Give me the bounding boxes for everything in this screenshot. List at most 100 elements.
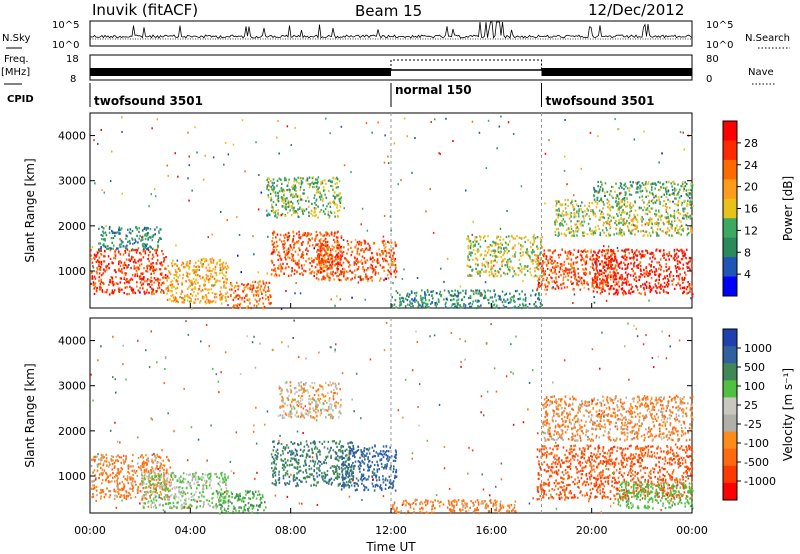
data-cell (498, 298, 500, 301)
data-cell (194, 286, 196, 289)
data-cell (143, 464, 145, 467)
data-cell (648, 199, 650, 202)
data-cell (112, 284, 115, 287)
data-cell (565, 270, 567, 273)
data-cell (520, 236, 522, 240)
data-cell (305, 235, 308, 238)
data-cell (526, 253, 529, 256)
data-cell (144, 486, 146, 489)
data-cell (325, 264, 327, 267)
data-cell (317, 269, 320, 272)
data-cell (481, 268, 483, 271)
data-cell (484, 254, 486, 257)
data-cell (680, 258, 683, 261)
data-cell (105, 478, 107, 481)
data-cell (650, 226, 653, 229)
data-cell (146, 288, 148, 291)
data-cell (467, 274, 470, 277)
data-cell (673, 209, 676, 212)
data-cell (555, 213, 558, 216)
data-cell (143, 471, 146, 474)
data-cell (610, 288, 612, 291)
data-cell (663, 275, 666, 278)
data-cell (493, 251, 496, 254)
data-cell (613, 267, 616, 270)
data-cell (91, 258, 93, 261)
data-cell (553, 280, 556, 283)
data-cell (198, 268, 201, 272)
data-cell (665, 208, 668, 211)
data-cell (212, 268, 215, 271)
data-cell (156, 464, 158, 468)
data-cell (206, 275, 208, 278)
data-cell (574, 223, 576, 226)
data-cell (638, 250, 640, 253)
data-cell (161, 467, 164, 470)
data-cell (496, 255, 499, 258)
data-cell (95, 489, 98, 492)
data-cell (399, 298, 401, 301)
data-cell (411, 171, 413, 174)
data-cell (674, 189, 676, 192)
data-cell (587, 209, 589, 212)
data-cell (599, 292, 602, 295)
data-cell (122, 264, 125, 267)
data-cell (319, 211, 321, 214)
data-cell (190, 292, 192, 296)
data-cell (618, 222, 620, 225)
data-cell (121, 192, 123, 195)
data-cell (318, 253, 321, 256)
data-cell (406, 292, 409, 295)
data-cell (271, 232, 274, 235)
data-cell (131, 480, 134, 483)
data-cell (372, 271, 374, 274)
data-cell (340, 279, 343, 282)
data-cell (99, 462, 102, 465)
data-cell (121, 487, 123, 490)
data-cell (300, 183, 303, 186)
data-cell (632, 263, 635, 266)
data-cell (316, 182, 319, 185)
data-cell (199, 300, 202, 303)
data-cell (640, 185, 642, 188)
data-cell (103, 238, 105, 241)
data-cell (678, 219, 681, 222)
data-cell (544, 273, 546, 276)
data-cell (617, 214, 619, 217)
data-cell (567, 252, 570, 255)
data-cell (103, 191, 105, 194)
data-cell (492, 254, 494, 258)
data-cell (552, 287, 555, 290)
data-cell (394, 264, 397, 267)
data-cell (356, 257, 358, 260)
data-cell (120, 494, 122, 497)
data-cell (136, 474, 139, 477)
data-cell (600, 212, 602, 215)
data-cell (629, 292, 632, 295)
data-cell (105, 225, 107, 227)
data-cell (262, 280, 264, 283)
data-cell (274, 191, 277, 194)
data-cell (607, 255, 610, 259)
data-cell (188, 266, 191, 269)
data-cell (500, 247, 502, 250)
data-cell (147, 477, 150, 480)
data-cell (260, 284, 262, 287)
data-cell (668, 229, 671, 232)
data-cell (121, 271, 123, 274)
data-cell (322, 210, 325, 213)
data-cell (574, 199, 577, 203)
data-cell (329, 210, 332, 213)
data-cell (652, 202, 655, 205)
data-cell (383, 279, 385, 282)
data-cell (320, 238, 322, 241)
data-cell (467, 255, 469, 258)
data-cell (253, 253, 255, 256)
data-cell (636, 266, 639, 269)
data-cell (265, 281, 268, 284)
data-cell (296, 181, 298, 184)
data-cell (173, 285, 175, 288)
data-cell (266, 177, 269, 180)
data-cell (586, 250, 589, 253)
data-cell (411, 291, 413, 294)
